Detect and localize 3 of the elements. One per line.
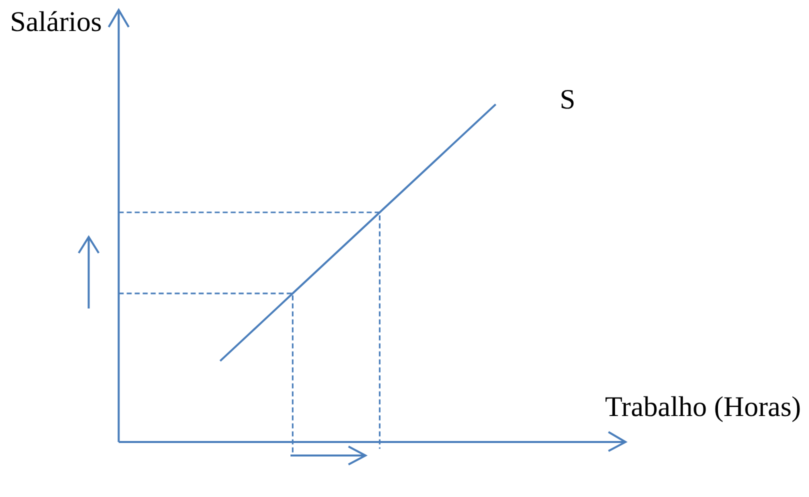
text: S: [560, 84, 576, 116]
y-axis-title: Salários: [10, 7, 102, 38]
x-axis-title: Trabalho (Horas): [605, 392, 802, 423]
